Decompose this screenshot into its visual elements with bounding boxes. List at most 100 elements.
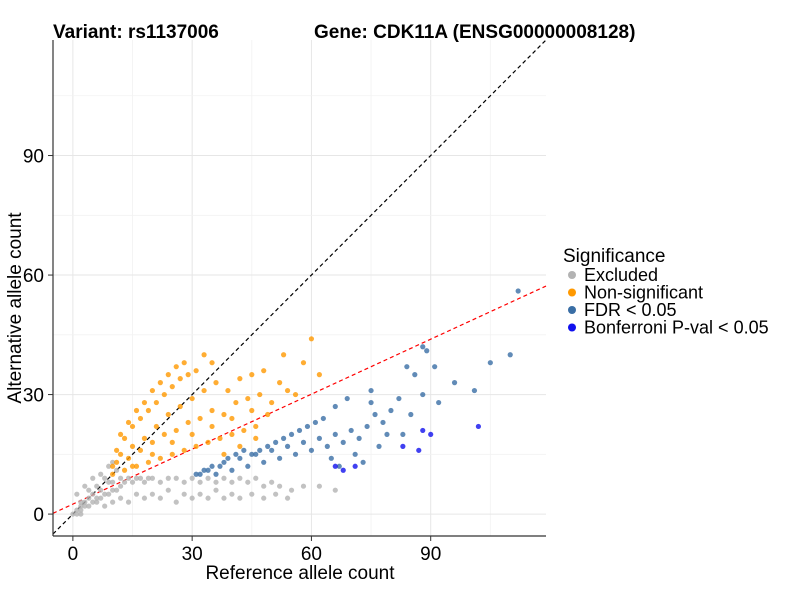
data-point bbox=[312, 419, 319, 426]
data-point bbox=[221, 411, 227, 418]
data-point bbox=[197, 415, 203, 422]
data-point bbox=[249, 451, 255, 457]
data-point bbox=[165, 372, 171, 378]
data-point bbox=[102, 503, 108, 509]
data-point bbox=[245, 479, 251, 485]
data-point bbox=[229, 467, 235, 473]
data-point bbox=[288, 431, 295, 438]
data-point bbox=[384, 431, 390, 438]
data-point bbox=[284, 387, 291, 394]
data-point bbox=[360, 459, 366, 465]
data-point bbox=[185, 419, 191, 426]
legend-label: FDR < 0.05 bbox=[584, 300, 677, 320]
data-point bbox=[141, 399, 148, 406]
data-point bbox=[420, 344, 426, 350]
data-point bbox=[249, 407, 255, 414]
data-point bbox=[249, 491, 255, 497]
data-point bbox=[408, 411, 414, 418]
data-point bbox=[94, 483, 100, 489]
data-point bbox=[110, 459, 116, 465]
data-point bbox=[125, 499, 132, 505]
data-point bbox=[217, 435, 223, 441]
data-point bbox=[90, 475, 96, 481]
data-point bbox=[340, 439, 346, 445]
data-point bbox=[364, 423, 370, 430]
data-point bbox=[86, 487, 92, 493]
data-point bbox=[273, 491, 279, 497]
data-point bbox=[189, 431, 195, 438]
data-point bbox=[110, 479, 116, 485]
data-point bbox=[328, 455, 334, 461]
data-point bbox=[141, 435, 148, 441]
data-point bbox=[420, 427, 426, 434]
data-point bbox=[74, 507, 80, 513]
data-point bbox=[261, 368, 267, 374]
data-point bbox=[336, 463, 342, 469]
data-point bbox=[110, 499, 116, 505]
data-point bbox=[352, 463, 358, 469]
data-point bbox=[487, 360, 493, 366]
data-point bbox=[125, 455, 132, 461]
data-point bbox=[78, 511, 84, 517]
data-point bbox=[340, 467, 346, 473]
data-point bbox=[507, 352, 513, 358]
data-point bbox=[300, 439, 307, 445]
data-point bbox=[197, 491, 203, 497]
data-point bbox=[368, 387, 374, 394]
data-point bbox=[320, 415, 326, 422]
data-point bbox=[253, 451, 259, 457]
data-point bbox=[221, 495, 227, 501]
data-point bbox=[261, 459, 267, 465]
data-point bbox=[161, 391, 167, 398]
data-point bbox=[261, 483, 267, 489]
data-point bbox=[161, 431, 167, 438]
data-point bbox=[209, 360, 215, 366]
data-point bbox=[221, 475, 227, 481]
data-point bbox=[233, 451, 239, 457]
data-point bbox=[129, 479, 136, 485]
data-point bbox=[74, 491, 80, 497]
legend-title: Significance bbox=[563, 246, 665, 267]
data-point bbox=[368, 399, 374, 406]
data-point bbox=[284, 495, 291, 501]
data-point bbox=[121, 479, 128, 485]
data-point bbox=[106, 479, 112, 485]
data-point bbox=[284, 443, 291, 449]
data-point bbox=[225, 455, 231, 461]
data-point bbox=[229, 415, 235, 422]
data-point bbox=[229, 431, 235, 438]
x-tick-label: 90 bbox=[420, 544, 441, 565]
data-point bbox=[145, 475, 152, 481]
data-point bbox=[173, 475, 179, 481]
data-point bbox=[193, 368, 199, 374]
data-point bbox=[141, 479, 148, 485]
data-point bbox=[249, 372, 255, 378]
data-points bbox=[70, 288, 521, 517]
data-point bbox=[78, 503, 84, 509]
data-point bbox=[221, 459, 227, 465]
data-point bbox=[181, 491, 187, 497]
data-point bbox=[300, 360, 307, 366]
data-point bbox=[205, 475, 211, 481]
data-point bbox=[149, 491, 155, 497]
data-point bbox=[189, 495, 195, 501]
data-point bbox=[316, 372, 322, 378]
data-point bbox=[181, 360, 187, 366]
data-point bbox=[265, 443, 271, 449]
chart-title-variant: Variant: rs1137006 bbox=[53, 22, 219, 43]
axes bbox=[52, 40, 546, 537]
data-point bbox=[280, 352, 287, 358]
data-point bbox=[308, 447, 315, 453]
data-point bbox=[245, 395, 251, 402]
legend-label: Bonferroni P-val < 0.05 bbox=[584, 318, 769, 338]
data-point bbox=[197, 471, 203, 477]
data-point bbox=[106, 491, 112, 497]
data-point bbox=[78, 507, 84, 513]
data-point bbox=[133, 463, 140, 469]
data-point bbox=[332, 487, 338, 493]
data-point bbox=[153, 423, 159, 430]
series-non-significant bbox=[110, 336, 322, 477]
legend-marker bbox=[568, 306, 576, 314]
x-tick-label: 60 bbox=[301, 544, 322, 565]
data-point bbox=[169, 451, 175, 457]
